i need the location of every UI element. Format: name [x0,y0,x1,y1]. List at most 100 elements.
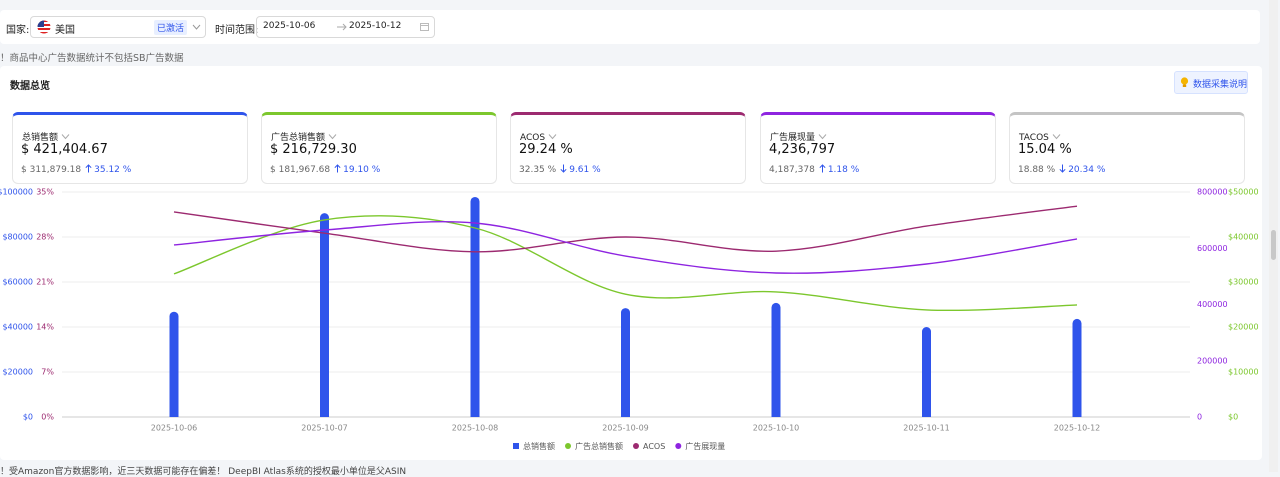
chevron-icon[interactable] [818,133,827,140]
end-date: 2025-10-12 [349,21,402,31]
y-tick-label: $50000 [1228,188,1259,197]
help-button[interactable]: 数据采集说明 [1174,71,1248,94]
date-range-picker[interactable]: 2025-10-06 2025-10-12 [256,16,435,38]
status-badge: 已激活 [154,20,188,35]
metric-card: TACOS 15.04 % 18.88 % 20.34 % [1009,112,1245,184]
calendar-icon [420,23,429,31]
y-tick-label: $40000 [1228,233,1259,242]
y-tick-label: 35% [36,188,54,197]
bar [169,311,179,417]
bulb-icon [1180,77,1189,87]
legend-swatch [633,443,639,449]
chevron-icon[interactable] [1052,133,1061,140]
previous-value: $ 311,879.18 [21,165,82,175]
filter-bar: 国家: 美国 已激活 时间范围: 2025-10-06 2025-10-12 [0,10,1260,44]
y-tick-label: 28% [36,233,54,242]
metric-previous: 32.35 % 9.61 % [519,164,601,175]
y-tick-label: $80000 [2,233,33,242]
change: 20.34 % [1059,164,1105,175]
chevron-icon [192,24,201,30]
metric-title: TACOS [1019,133,1049,143]
y-tick-label: 14% [36,323,54,332]
section-title: 数据总览 [10,81,50,92]
legend-swatch [565,443,571,449]
change-value: 9.61 % [569,165,601,175]
metric-previous: 4,187,378 1.18 % [769,164,859,175]
y-tick-label: $10000 [1228,368,1259,377]
x-tick-label: 2025-10-10 [753,424,800,433]
chevron-icon[interactable] [61,133,70,140]
metric-value: 4,236,797 [769,142,836,157]
legend-item: 总销售额 [513,441,555,451]
legend-item: 广告总销售额 [565,441,623,451]
y-tick-label: $60000 [2,278,33,287]
line [173,215,1078,312]
arrow-icon [337,23,347,31]
previous-value: $ 181,967.68 [270,165,331,175]
chevron-icon[interactable] [548,133,557,140]
scrollbar[interactable] [1269,0,1278,472]
chevron-icon[interactable] [328,133,337,140]
scrollbar-thumb[interactable] [1271,230,1276,260]
change: 1.18 % [819,164,859,175]
legend-item: 广告展现量 [675,441,725,451]
metric-card: ACOS 29.24 % 32.35 % 9.61 % [510,112,746,184]
metric-title: 广告展现量 [770,133,816,143]
y-tick-label: $30000 [1228,278,1259,287]
change: 35.12 % [85,164,132,175]
trend-arrow [1059,164,1066,173]
country-label: 国家: [6,25,30,36]
legend-swatch [513,443,519,449]
y-tick-label: 400000 [1197,300,1228,309]
metric-card: 广告总销售额 $ 216,729.30 $ 181,967.68 19.10 % [261,112,497,184]
legend-label: 广告总销售额 [575,441,623,451]
help-button-label: 数据采集说明 [1193,80,1248,90]
legend-label: 广告展现量 [685,441,725,451]
y-tick-label: $20000 [1228,323,1259,332]
trend-arrow [85,164,92,173]
notice: ！商品中心广告数据统计不包括SB广告数据 [0,53,184,64]
y-tick-label: $100000 [0,188,33,197]
x-tick-label: 2025-10-11 [903,424,950,433]
y-tick-label: 200000 [1197,356,1228,365]
metric-value: 29.24 % [519,142,573,157]
bar [1072,318,1082,417]
country-select[interactable]: 美国 已激活 [30,16,206,38]
change-value: 19.10 % [343,165,381,175]
trend-arrow [560,164,567,173]
x-tick-label: 2025-10-07 [301,424,348,433]
y-tick-label: 600000 [1197,244,1228,253]
metric-previous: 18.88 % 20.34 % [1018,164,1105,175]
metric-card: 广告展现量 4,236,797 4,187,378 1.18 % [760,112,996,184]
metric-previous: $ 181,967.68 19.10 % [270,164,380,175]
y-tick-label: 21% [36,278,54,287]
start-date: 2025-10-06 [263,21,316,31]
y-tick-label: 7% [41,368,54,377]
legend-label: 总销售额 [523,441,555,451]
previous-value: 32.35 % [519,165,557,175]
trend-arrow [334,164,341,173]
change: 19.10 % [334,164,381,175]
legend-item: ACOS [633,442,665,451]
bar [621,308,630,417]
y-tick-label: $20000 [2,368,33,377]
legend-label: ACOS [643,442,665,451]
metric-title: 总销售额 [22,133,59,143]
metric-card: 总销售额 $ 421,404.67 $ 311,879.18 35.12 % [12,112,248,184]
y-tick-label: $0 [23,413,33,422]
bar [922,327,931,417]
y-tick-label: $0 [1228,413,1238,422]
flag-icon [37,20,51,34]
change-value: 35.12 % [94,165,132,175]
metric-previous: $ 311,879.18 35.12 % [21,164,131,175]
line [173,205,1078,253]
metric-title: 广告总销售额 [271,133,326,143]
y-tick-label: 0 [1197,413,1202,422]
line [173,221,1078,274]
bar [470,196,480,417]
bar [771,302,781,417]
previous-value: 4,187,378 [769,165,815,175]
previous-value: 18.88 % [1018,165,1056,175]
x-tick-label: 2025-10-06 [151,424,198,433]
